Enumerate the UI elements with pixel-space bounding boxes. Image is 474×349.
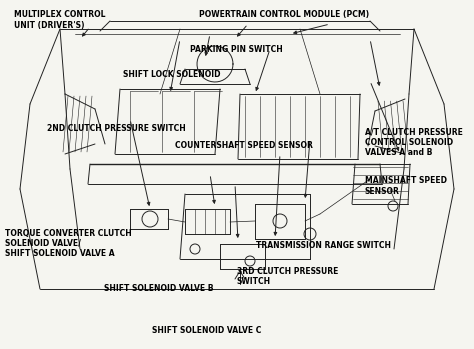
Text: SHIFT LOCK SOLENOID: SHIFT LOCK SOLENOID (123, 70, 221, 79)
Text: MAINSHAFT SPEED
SENSOR: MAINSHAFT SPEED SENSOR (365, 176, 447, 196)
Text: 2ND CLUTCH PRESSURE SWITCH: 2ND CLUTCH PRESSURE SWITCH (47, 124, 186, 133)
Text: MULTIPLEX CONTROL
UNIT (DRIVER'S): MULTIPLEX CONTROL UNIT (DRIVER'S) (14, 10, 106, 30)
Text: 3RD CLUTCH PRESSURE
SWITCH: 3RD CLUTCH PRESSURE SWITCH (237, 267, 338, 287)
Text: POWERTRAIN CONTROL MODULE (PCM): POWERTRAIN CONTROL MODULE (PCM) (199, 10, 369, 20)
Text: PARKING PIN SWITCH: PARKING PIN SWITCH (190, 45, 283, 54)
Text: A/T CLUTCH PRESSURE
CONTROL SOLENOID
VALVES A and B: A/T CLUTCH PRESSURE CONTROL SOLENOID VAL… (365, 127, 463, 157)
Text: TORQUE CONVERTER CLUTCH
SOLENOID VALVE/
SHIFT SOLENOID VALVE A: TORQUE CONVERTER CLUTCH SOLENOID VALVE/ … (5, 229, 131, 258)
Text: SHIFT SOLENOID VALVE B: SHIFT SOLENOID VALVE B (104, 284, 214, 294)
Text: COUNTERSHAFT SPEED SENSOR: COUNTERSHAFT SPEED SENSOR (175, 141, 313, 150)
Text: SHIFT SOLENOID VALVE C: SHIFT SOLENOID VALVE C (152, 326, 261, 335)
Text: TRANSMISSION RANGE SWITCH: TRANSMISSION RANGE SWITCH (256, 241, 391, 250)
